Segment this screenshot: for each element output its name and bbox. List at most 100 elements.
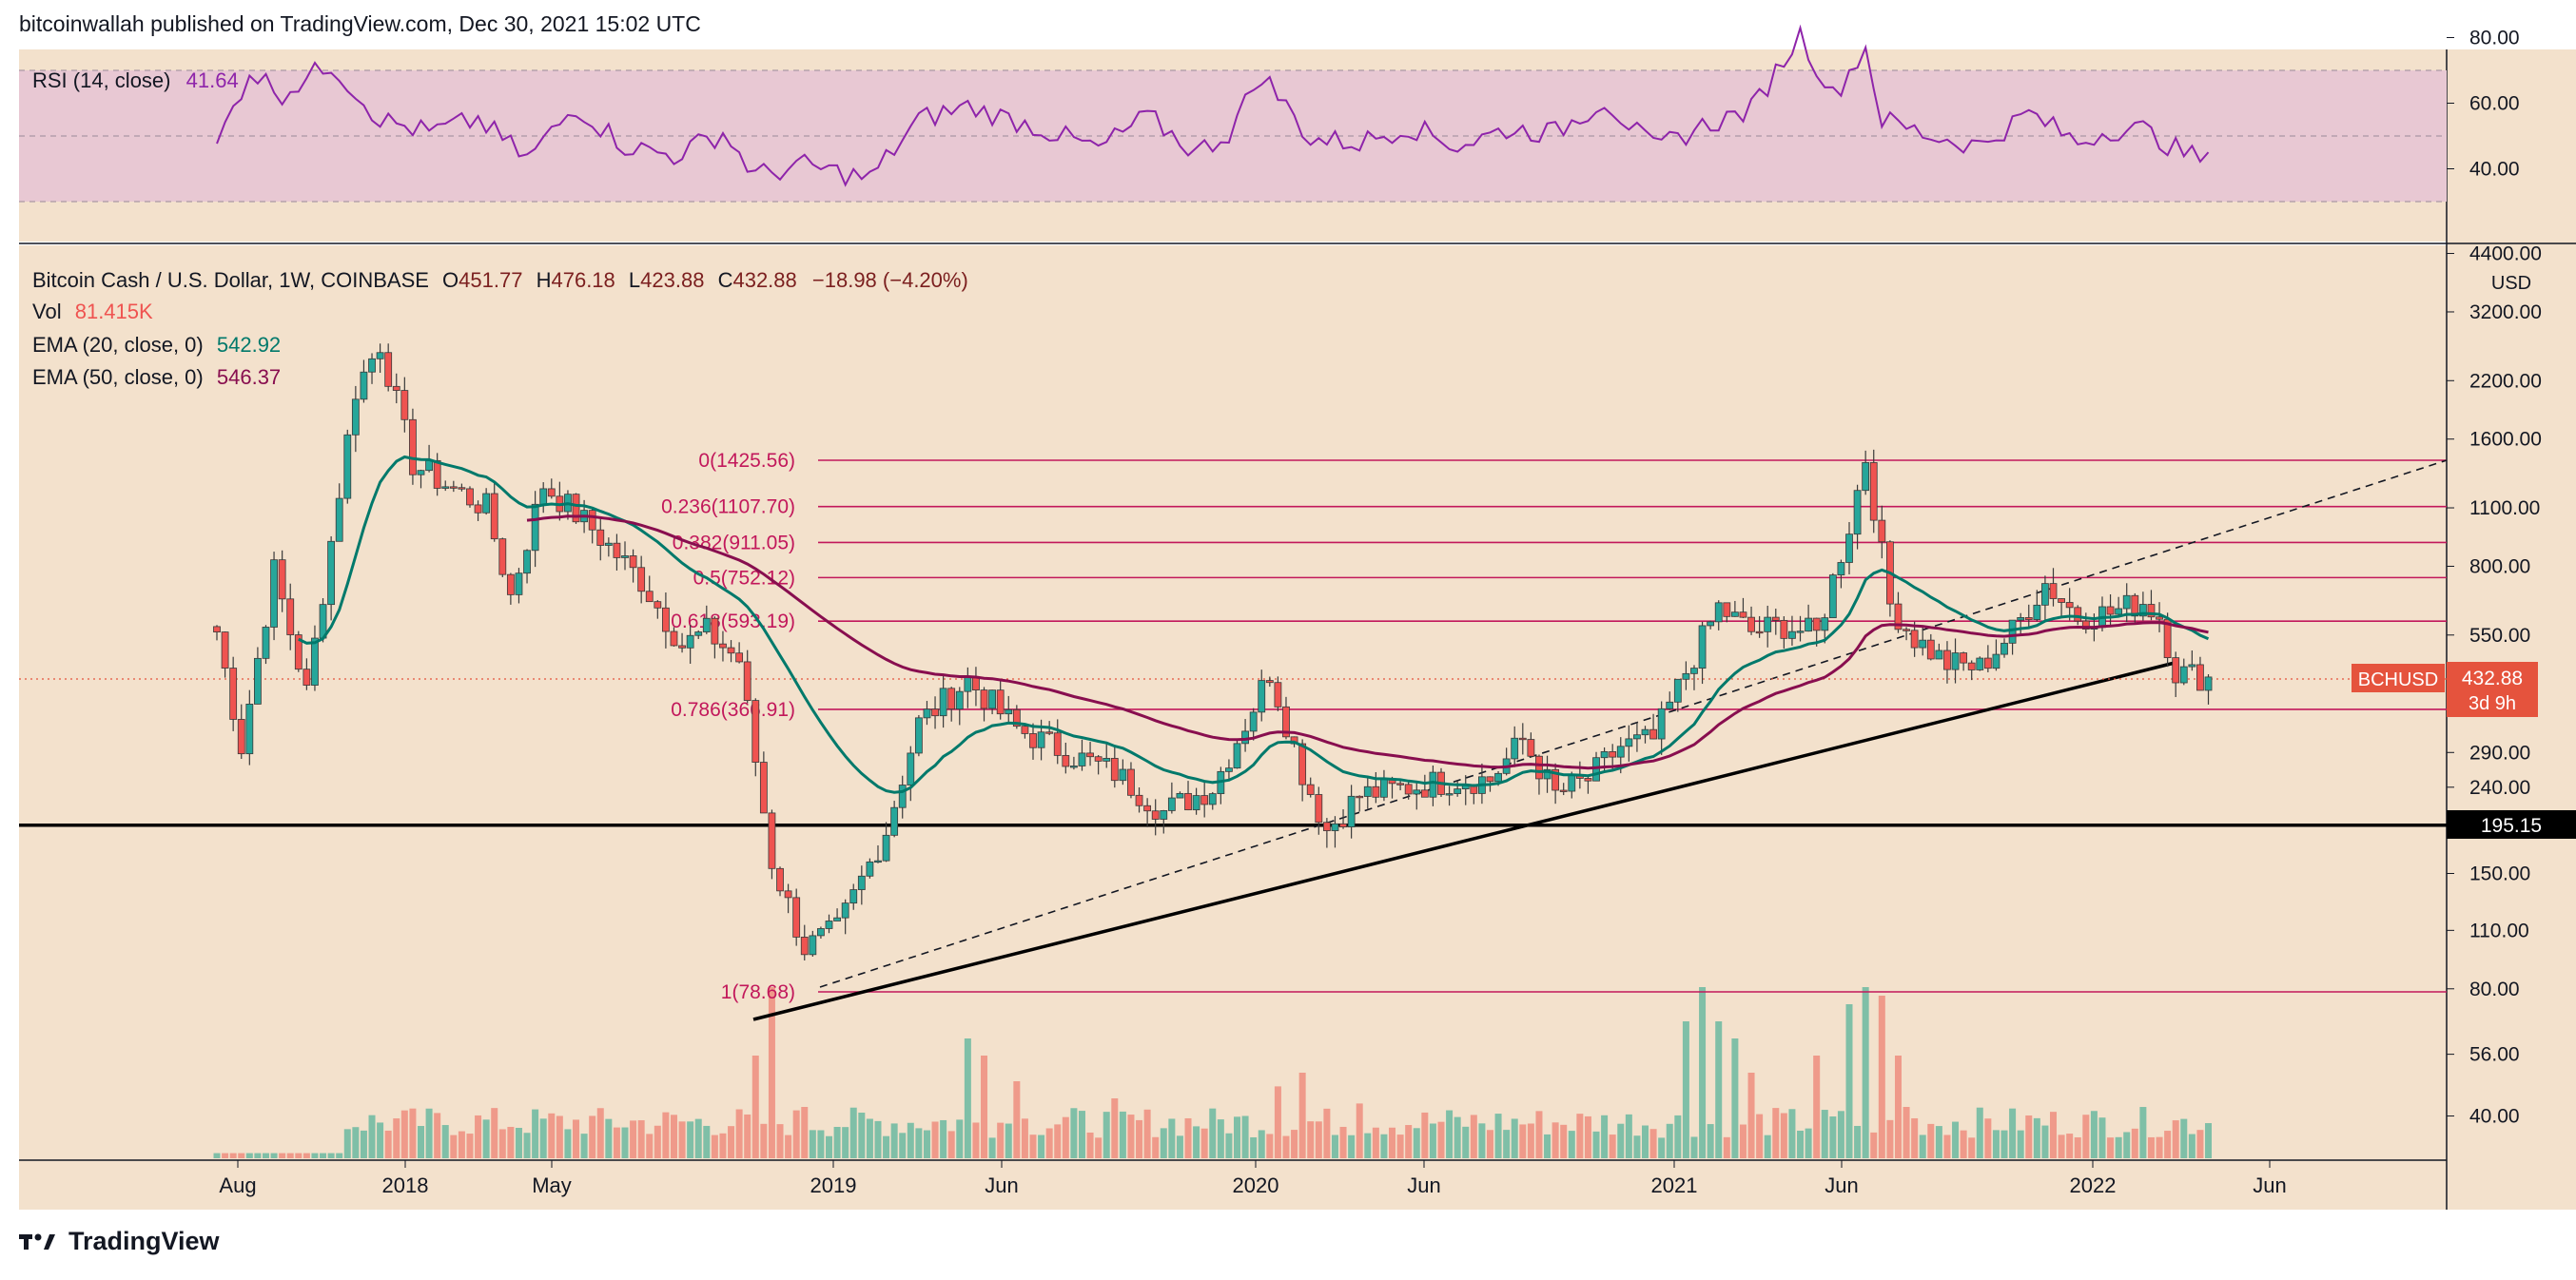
candle-body (1698, 625, 1707, 669)
volume-bar (1356, 1103, 1363, 1158)
dashed-trendline (819, 459, 2448, 988)
candle-body (1005, 708, 1013, 715)
legend-change: −18.98 (−4.20%) (812, 268, 968, 292)
candle-body (1673, 678, 1682, 703)
candle-body (817, 928, 825, 937)
volume-bar (1503, 1130, 1511, 1158)
volume-bar (1911, 1117, 1919, 1158)
candle-body (1657, 708, 1666, 740)
volume-bar (1731, 1038, 1739, 1158)
volume-bar (1429, 1123, 1436, 1158)
last-price-badge: 432.88 (2462, 668, 2523, 689)
candle-body (1103, 758, 1111, 762)
candle-body (719, 643, 727, 649)
candle-body (270, 559, 278, 628)
candle-body (506, 573, 515, 595)
volume-bar (2107, 1137, 2115, 1158)
volume-bar (2147, 1136, 2155, 1158)
candle-body (621, 555, 629, 558)
volume-bar (1682, 1021, 1689, 1158)
volume-bar (393, 1118, 400, 1158)
candle-body (417, 470, 425, 475)
volume-bar (262, 1153, 269, 1158)
candle-body (1976, 657, 1984, 670)
volume-bar (1699, 987, 1707, 1158)
volume-bar (336, 1153, 343, 1158)
volume-bar (491, 1108, 498, 1158)
volume-bar (1127, 1115, 1135, 1158)
volume-bar (1315, 1121, 1322, 1158)
volume-bar (915, 1128, 923, 1158)
volume-bar (1813, 1056, 1821, 1158)
volume-bar (1862, 987, 1869, 1158)
volume-bar (1633, 1135, 1641, 1158)
volume-bar (833, 1127, 841, 1158)
volume-bar (719, 1133, 727, 1158)
volume-bar (744, 1114, 751, 1158)
candle-body (311, 637, 319, 686)
volume-bar (2025, 1115, 2033, 1158)
candle-body (1796, 630, 1805, 633)
candle-body (939, 688, 947, 717)
volume-bar (302, 1153, 310, 1158)
candle-body (515, 572, 523, 595)
candle-body (1780, 619, 1788, 639)
candle-body (898, 785, 907, 808)
volume-bar (1764, 1135, 1771, 1158)
candle-body (449, 486, 458, 489)
candle-body (2017, 616, 2025, 621)
price-tick-label: 800.00 (2469, 555, 2530, 577)
candle-body (531, 503, 539, 552)
volume-bar (2066, 1134, 2074, 1158)
candle-body (1282, 706, 1290, 738)
candle-body (2122, 594, 2131, 610)
footer: TradingView (19, 1227, 220, 1256)
volume-bar (1903, 1107, 1910, 1158)
volume-bar (1396, 1135, 1404, 1158)
volume-bar (1576, 1114, 1584, 1158)
legend-close: 432.88 (732, 268, 796, 292)
candle-body (2204, 676, 2213, 691)
legend-ema20: 542.92 (217, 333, 281, 357)
rsi-label: RSI (14, close) (32, 68, 171, 92)
symbol-badge-bg (2352, 664, 2445, 692)
candle-body (1012, 708, 1021, 727)
candle-body (360, 371, 368, 400)
volume-bar (539, 1118, 547, 1158)
rsi-tick-label: 60.00 (2469, 93, 2520, 115)
volume-bar (711, 1135, 718, 1158)
candle-body (327, 540, 336, 606)
volume-bar (1200, 1128, 1208, 1158)
volume-bar (377, 1122, 384, 1158)
footer-brand[interactable]: TradingView (68, 1227, 220, 1255)
volume-bar (222, 1153, 229, 1158)
volume-bar (1086, 1132, 1094, 1158)
volume-bar (1291, 1130, 1298, 1158)
candle-body (1331, 823, 1339, 831)
candle-body (1511, 737, 1519, 760)
candle-body (498, 538, 507, 575)
volume-bar (703, 1125, 711, 1158)
volume-bar (295, 1153, 302, 1158)
volume-bar (580, 1134, 588, 1158)
fib-level-label: 0.618(593.19) (671, 611, 795, 632)
volume-bar (1878, 996, 1885, 1158)
legend-ema50: 546.37 (217, 365, 281, 389)
candle-body (474, 504, 482, 514)
candle-body (1167, 797, 1176, 811)
volume-bar (613, 1127, 620, 1158)
candle-body (547, 488, 556, 497)
candle-body (1625, 738, 1633, 747)
ema-lines (298, 455, 2210, 794)
price-panel-bg (19, 245, 2447, 1160)
candle-body (588, 510, 596, 531)
candle-body (613, 542, 621, 558)
volume-bar (1894, 1056, 1902, 1158)
candle-body (1241, 730, 1249, 745)
volume-bar (327, 1153, 335, 1158)
volume-bar (311, 1153, 319, 1158)
volume-bar (320, 1153, 327, 1158)
price-legend: Bitcoin Cash / U.S. Dollar, 1W, COINBASE… (32, 268, 968, 389)
volume-bar (809, 1130, 816, 1158)
